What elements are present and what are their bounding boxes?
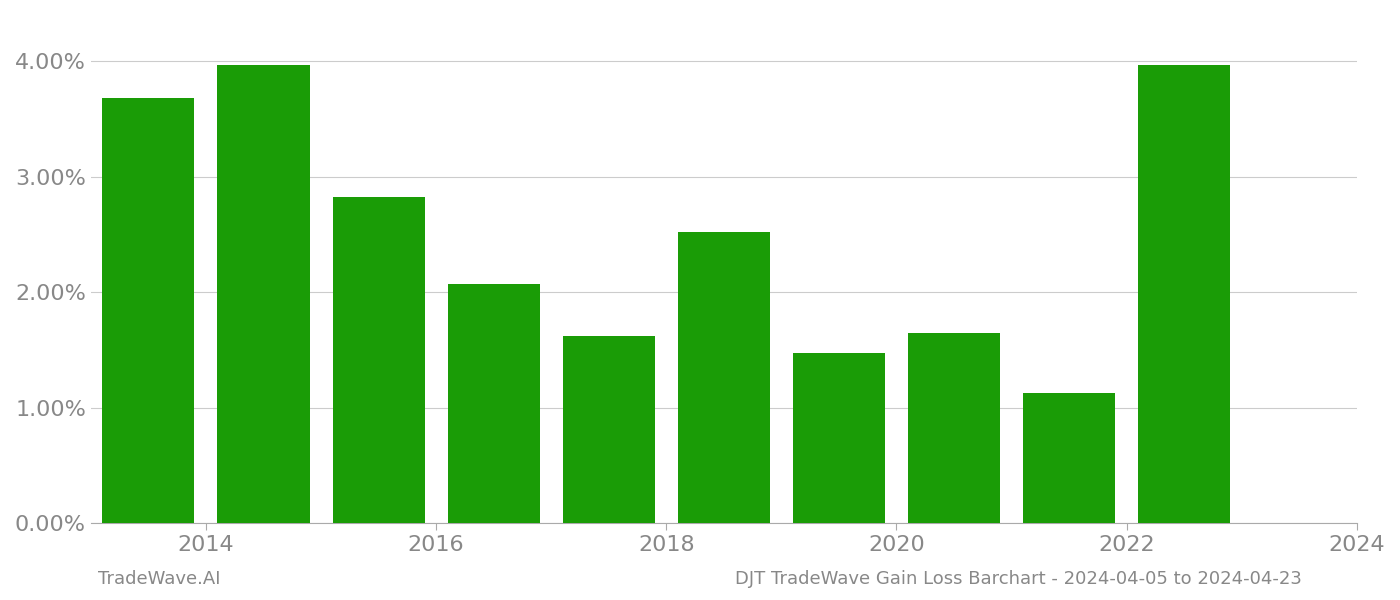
Bar: [217, 65, 309, 523]
Bar: [102, 98, 195, 523]
Bar: [563, 336, 655, 523]
Text: DJT TradeWave Gain Loss Barchart - 2024-04-05 to 2024-04-23: DJT TradeWave Gain Loss Barchart - 2024-…: [735, 570, 1302, 588]
Bar: [448, 284, 539, 523]
Bar: [792, 353, 885, 523]
Bar: [333, 197, 424, 523]
Bar: [1138, 65, 1231, 523]
Bar: [907, 332, 1000, 523]
Text: TradeWave.AI: TradeWave.AI: [98, 570, 221, 588]
Bar: [1023, 392, 1114, 523]
Bar: [678, 232, 770, 523]
